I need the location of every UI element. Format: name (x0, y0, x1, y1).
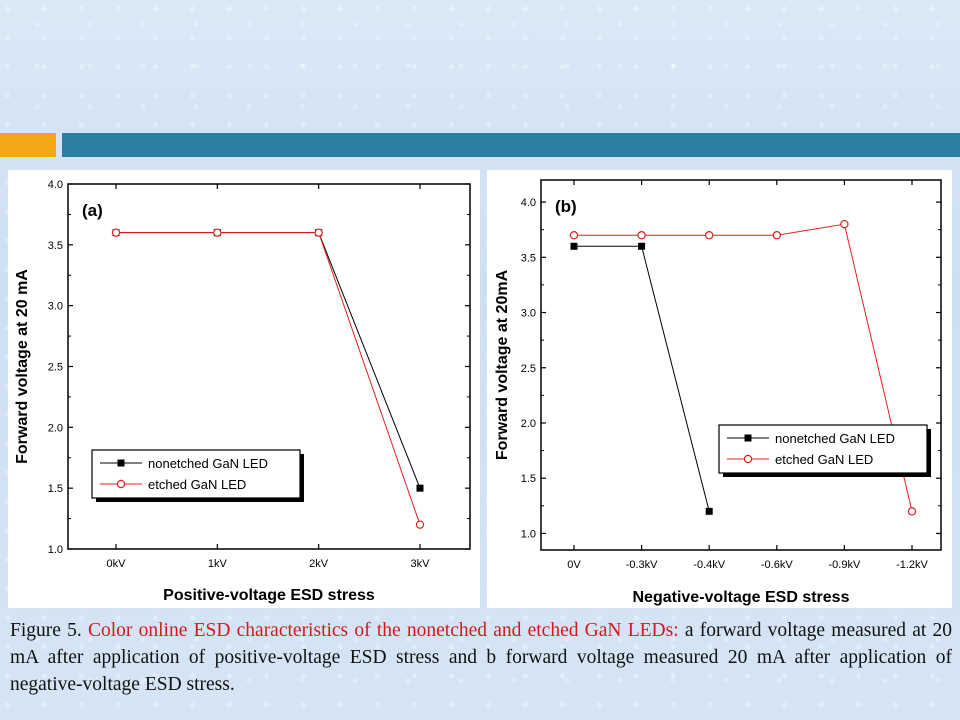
chart-a-legend-marker-circle (116, 479, 126, 489)
chart-b-xtick-label: 0V (567, 559, 581, 571)
chart-b-y-axis-label: Forward voltage at 20mA (494, 269, 511, 460)
chart-a-ytick-label: 2.0 (48, 422, 63, 434)
chart-a-panel-label: (a) (82, 201, 103, 220)
chart-b-legend-label: nonetched GaN LED (775, 431, 895, 446)
chart-a-ytick-label: 1.5 (48, 483, 63, 495)
chart-b-ytick-label: 1.0 (521, 528, 536, 540)
chart-b-legend-marker-square (744, 434, 752, 442)
chart-b-data-point-circle (840, 219, 849, 229)
chart-a-ytick-label: 4.0 (48, 179, 63, 191)
caption-red-text: Color online ESD characteristics of the … (87, 620, 685, 641)
chart-a-ytick-label: 2.5 (48, 362, 63, 374)
chart-b-data-point-circle (569, 231, 579, 240)
chart-b-data-point-square (638, 242, 646, 250)
chart-panel-a: 1.0 1.5 2.0 2.5 3.0 3.5 4.0 0kV 1kV 2kV 3kV Positiv… (8, 170, 480, 608)
chart-b-plot-frame (540, 179, 942, 551)
accent-bar-teal (62, 133, 960, 157)
chart-panel-b: 1.0 1.5 2.0 2.5 3.0 3.5 4.0 0V -0.3kV -0.4kV -0.6k… (487, 170, 952, 608)
chart-b-data-point-square (705, 507, 713, 515)
chart-a-data-point-circle (111, 228, 121, 237)
chart-a-legend-marker-square (117, 459, 125, 467)
chart-b-series-line-1 (574, 223, 913, 512)
chart-b-data-point-circle (907, 507, 917, 516)
chart-a-ytick-label: 3.0 (48, 301, 63, 313)
chart-b-xtick-label: -0.4kV (693, 559, 725, 571)
chart-b-xtick-label: -0.3kV (626, 559, 658, 571)
chart-b-legend-label: etched GaN LED (775, 452, 873, 467)
chart-b-ytick-label: 1.5 (521, 473, 536, 485)
chart-b-x-axis-label: Negative-voltage ESD stress (633, 589, 850, 606)
chart-b-ytick-label: 3.5 (521, 252, 536, 264)
chart-b-data-point-circle (772, 231, 781, 240)
chart-a-series-line-1 (116, 232, 421, 525)
caption-prefix: Figure 5. (10, 620, 88, 641)
chart-a-ytick-label: 1.0 (48, 544, 63, 556)
chart-a-y-axis-label: Forward voltage at 20 mA (14, 269, 31, 464)
chart-b-svg: 1.0 1.5 2.0 2.5 3.0 3.5 4.0 0V -0.3kV -0.4kV -0.6k… (494, 179, 942, 606)
chart-a-data-point-circle (213, 228, 222, 237)
chart-b-xtick-label: -0.9kV (829, 559, 861, 571)
chart-a-data-point-circle (314, 228, 323, 237)
figure-caption: Figure 5. Color online ESD characteristi… (10, 617, 952, 698)
chart-a-legend-label: nonetched GaN LED (148, 456, 268, 471)
chart-a-x-axis-label: Positive-voltage ESD stress (163, 587, 375, 604)
chart-a-svg: 1.0 1.5 2.0 2.5 3.0 3.5 4.0 0kV 1kV 2kV 3kV Positiv… (14, 179, 471, 604)
chart-a-data-point-circle (415, 520, 425, 529)
chart-b-xtick-label: -1.2kV (896, 559, 928, 571)
chart-a-legend-box (91, 449, 301, 499)
chart-b-panel-label: (b) (555, 197, 577, 216)
accent-bar-orange (0, 133, 56, 157)
caption-body-text: a forward voltage measured at 20 mA afte… (10, 620, 953, 695)
chart-b-legend-marker-circle (743, 454, 753, 464)
chart-b-xtick-label: -0.6kV (761, 559, 793, 571)
chart-a-xtick-label: 2kV (309, 558, 329, 570)
chart-a-ytick-label: 3.5 (48, 240, 63, 252)
chart-b-data-point-square (570, 242, 578, 250)
chart-a-data-point-square (416, 484, 424, 492)
chart-a-xtick-label: 3kV (411, 558, 431, 570)
chart-b-data-point-circle (704, 231, 714, 240)
chart-a-legend-label: etched GaN LED (148, 477, 246, 492)
chart-a-xtick-label: 0kV (107, 558, 127, 570)
chart-b-ytick-label: 2.0 (521, 418, 536, 430)
chart-b-ytick-label: 4.0 (521, 197, 536, 209)
chart-b-ytick-label: 2.5 (521, 363, 536, 375)
chart-a-xtick-label: 1kV (208, 558, 228, 570)
chart-b-legend-box (718, 424, 928, 474)
chart-b-data-point-circle (637, 231, 646, 240)
chart-b-series-line-0 (574, 245, 710, 512)
chart-b-ytick-label: 3.0 (521, 308, 536, 320)
